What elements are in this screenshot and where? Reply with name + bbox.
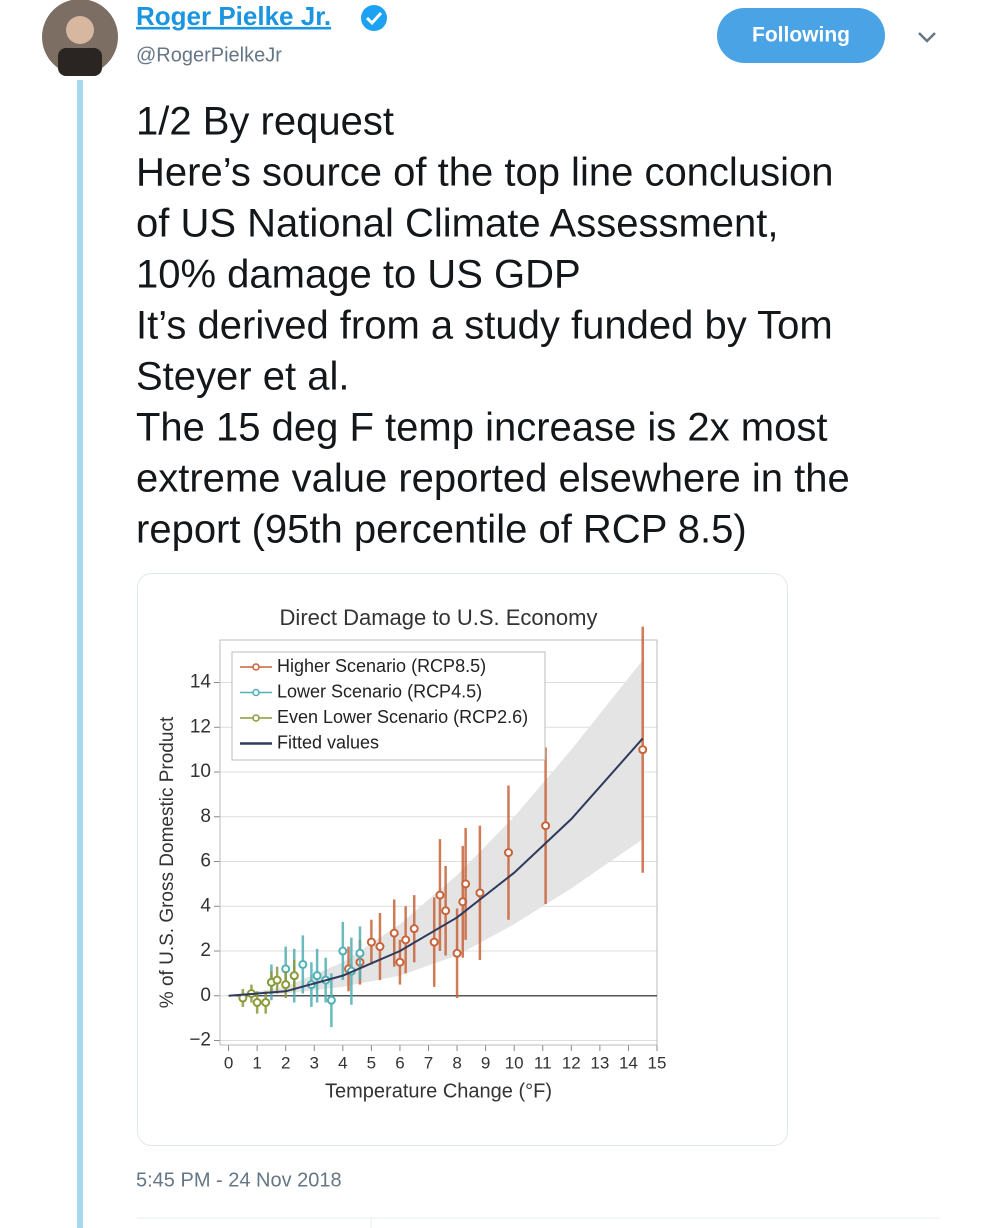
text-line: The 15 deg F temp increase is 2x most <box>136 406 827 450</box>
text-line: 10% damage to US GDP <box>136 253 581 297</box>
point <box>541 821 551 831</box>
avatar-body <box>58 48 102 76</box>
x-tick-label: 4 <box>338 1053 347 1072</box>
point <box>389 928 399 938</box>
timestamp[interactable]: 5:45 PM - 24 Nov 2018 <box>136 1169 342 1191</box>
legend-label: Lower Scenario (RCP4.5) <box>277 681 482 701</box>
point <box>461 879 471 889</box>
y-tick-label: 2 <box>200 940 211 961</box>
point <box>338 946 348 956</box>
point <box>366 937 376 947</box>
user-name[interactable]: Roger Pielke Jr. <box>136 1 331 31</box>
point <box>475 888 485 898</box>
x-tick-label: 14 <box>619 1053 638 1072</box>
y-tick-label: 6 <box>200 851 211 872</box>
verified-check <box>365 11 383 26</box>
legend-marker <box>252 663 260 671</box>
follow-button-label[interactable]: Following <box>752 24 850 47</box>
point <box>375 942 385 952</box>
x-tick-label: 9 <box>481 1053 490 1072</box>
point <box>401 935 411 945</box>
x-tick-label: 0 <box>224 1053 233 1072</box>
x-tick-label: 2 <box>281 1053 290 1072</box>
point <box>638 745 648 755</box>
plot-frame <box>219 639 658 1046</box>
y-tick-label: 4 <box>200 895 211 916</box>
point <box>289 971 299 981</box>
legend-label: Higher Scenario (RCP8.5) <box>277 656 486 676</box>
point <box>441 906 451 916</box>
x-tick-label: 12 <box>562 1053 581 1072</box>
x-tick-label: 8 <box>452 1053 461 1072</box>
chart-title: Direct Damage to U.S. Economy <box>280 605 598 630</box>
text-line: of US National Climate Assessment, <box>136 202 778 246</box>
x-tick-label: 15 <box>648 1053 667 1072</box>
point <box>298 959 308 969</box>
menu-chevron[interactable] <box>918 32 936 43</box>
y-axis-label: % of U.S. Gross Domestic Product <box>157 716 178 1008</box>
y-tick-label: −2 <box>189 1030 211 1051</box>
legend-label: Fitted values <box>277 732 379 752</box>
confidence-band <box>228 660 643 996</box>
text-line: extreme value reported elsewhere in the <box>136 457 850 501</box>
y-tick-label: 12 <box>190 716 211 737</box>
point <box>429 937 439 947</box>
text-line: It’s derived from a study funded by Tom <box>136 304 833 348</box>
tweet-text: 1/2 By request Here’s source of the top l… <box>136 100 850 552</box>
user-handle[interactable]: @RogerPielkeJr <box>136 44 282 66</box>
point <box>355 948 365 958</box>
point <box>503 848 513 858</box>
y-tick-label: 0 <box>200 985 211 1006</box>
x-tick-label: 6 <box>395 1053 404 1072</box>
x-tick-label: 5 <box>367 1053 376 1072</box>
y-tick-label: 10 <box>190 761 211 782</box>
follow-button[interactable] <box>717 8 885 63</box>
point <box>326 995 336 1005</box>
x-tick-label: 3 <box>310 1053 319 1072</box>
text-line: report (95th percentile of RCP 8.5) <box>136 508 747 552</box>
text-line: 1/2 By request <box>136 100 394 144</box>
x-tick-label: 10 <box>505 1053 524 1072</box>
legend-marker <box>252 714 260 722</box>
y-tick-label: 14 <box>190 672 212 693</box>
point <box>272 975 282 985</box>
legend-label: Even Lower Scenario (RCP2.6) <box>277 707 528 727</box>
x-tick-label: 7 <box>424 1053 433 1072</box>
y-tick-label: 8 <box>200 806 211 827</box>
avatar-face <box>66 16 94 44</box>
legend-marker <box>252 688 260 697</box>
legend-box <box>231 651 546 761</box>
point <box>409 924 419 934</box>
point <box>281 980 291 990</box>
point <box>252 997 262 1007</box>
point <box>312 971 322 981</box>
x-tick-label: 1 <box>252 1053 261 1072</box>
text-line: Here’s source of the top line conclusion <box>136 151 833 195</box>
x-tick-label: 13 <box>590 1053 609 1072</box>
text-line: Steyer et al. <box>136 355 349 399</box>
thread-line <box>77 80 83 1228</box>
x-tick-label: 11 <box>534 1053 552 1072</box>
chart: Direct Damage to U.S. Economy Temperature… <box>157 605 666 1102</box>
point <box>395 957 405 967</box>
point <box>452 948 462 958</box>
fitted-line <box>228 737 644 997</box>
point <box>261 997 271 1007</box>
x-axis-label: Temperature Change (°F) <box>325 1080 552 1102</box>
verified-badge <box>361 5 387 31</box>
point <box>435 890 445 900</box>
